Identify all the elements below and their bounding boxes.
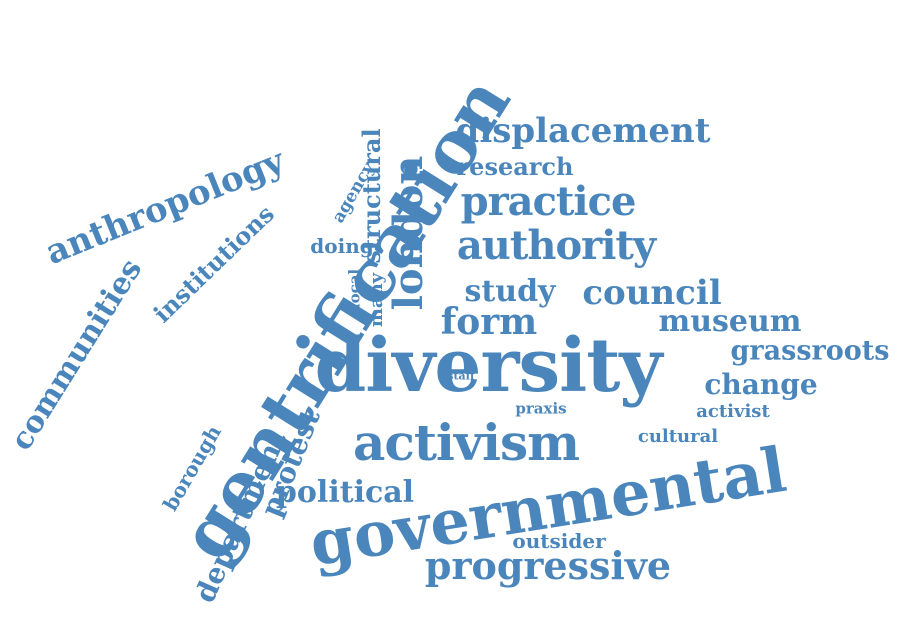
word-diversity: diversity (314, 323, 663, 409)
word-authority: authority (456, 222, 656, 269)
word-progressive: progressive (424, 543, 672, 588)
word-london: london (385, 155, 432, 311)
word-grassroots: grassroots (730, 335, 890, 367)
word-staff: staff (447, 369, 475, 383)
word-local: local (345, 268, 364, 310)
word-museum: museum (658, 304, 802, 339)
word-research: research (456, 152, 574, 181)
word-activist: activist (696, 401, 770, 422)
word-communities: communities (3, 253, 150, 457)
word-change: change (704, 368, 818, 401)
word-activism: activism (352, 413, 580, 472)
word-outsider: outsider (512, 529, 606, 553)
word-practice: practice (460, 178, 637, 225)
word-political: political (275, 475, 415, 510)
word-praxis: praxis (515, 399, 567, 418)
word-cultural: cultural (637, 426, 719, 447)
word-form: form (440, 301, 538, 343)
word-displacement: displacement (455, 111, 711, 151)
word-many: many (366, 272, 387, 328)
word-council: council (582, 273, 722, 313)
word-doing: doing (310, 234, 374, 258)
word-study: study (464, 274, 556, 309)
